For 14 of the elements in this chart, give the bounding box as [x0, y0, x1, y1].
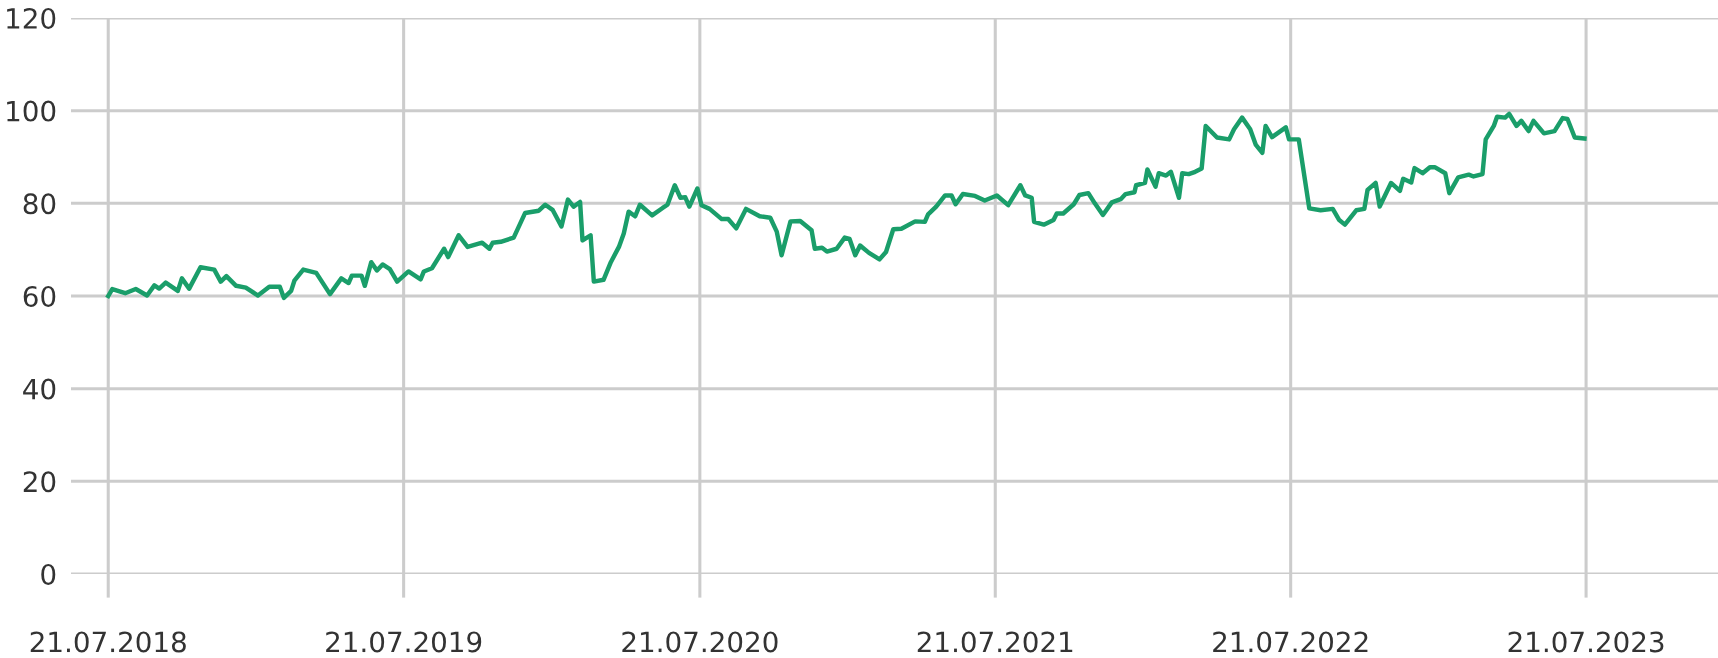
x-tick-label: 21.07.2022 — [1213, 631, 1368, 653]
x-tick-label: 21.07.2023 — [1508, 631, 1664, 653]
x-tick-label: 21.07.2020 — [622, 631, 778, 653]
y-tick-label: 80 — [23, 193, 56, 215]
y-tick-label: 0 — [41, 563, 56, 585]
y-tick-label: 20 — [23, 471, 56, 493]
x-tick-label: 21.07.2021 — [917, 631, 1073, 653]
y-tick-label: 120 — [7, 7, 56, 29]
x-tick-label: 21.07.2018 — [30, 631, 186, 653]
y-tick-label: 40 — [23, 378, 56, 400]
y-tick-label: 100 — [7, 100, 56, 122]
line-series — [106, 111, 1587, 301]
y-tick-label: 60 — [23, 285, 56, 307]
x-tick-label: 21.07.2019 — [326, 631, 482, 653]
